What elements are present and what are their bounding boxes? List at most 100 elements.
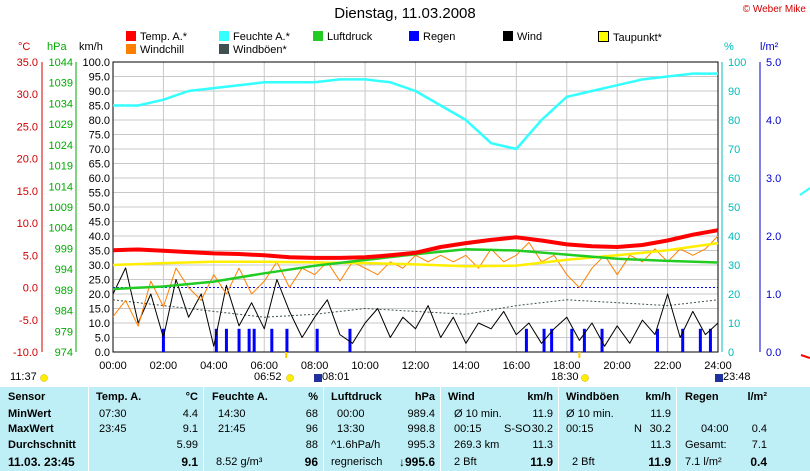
- legend-swatch: [126, 31, 136, 41]
- legend-gusts: Windböen*: [219, 44, 287, 57]
- sun-icon: [581, 374, 589, 382]
- wind-current-value: 11.9: [530, 455, 553, 469]
- hpa-tick-label: 1024: [49, 140, 73, 152]
- time-tick-label: 14:00: [452, 360, 480, 372]
- edge-cyan-mark: [799, 187, 810, 196]
- gust-beaufort: 2 Bft: [572, 456, 595, 468]
- rain-bar: [252, 328, 256, 352]
- pct-tick-label: 100: [728, 57, 746, 69]
- gust-current-value: 11.9: [648, 455, 671, 469]
- hpa-tick-label: 974: [55, 347, 73, 359]
- hum-avg-value: 88: [305, 439, 318, 451]
- pct-tick-label: 0: [728, 347, 734, 359]
- rain-bar: [600, 328, 604, 352]
- press-trend: ^1.6hPa/h: [331, 439, 381, 451]
- temp-min-time: 07:30: [99, 408, 127, 420]
- moon-icon: [715, 374, 723, 382]
- moon-icon: [314, 374, 322, 382]
- header-humidity: Feuchte A.: [212, 391, 268, 403]
- pct-tick-label: 70: [728, 144, 740, 156]
- row-label-min: MinWert: [8, 408, 52, 420]
- rain-bar: [237, 328, 241, 352]
- pct-tick-label: 20: [728, 289, 740, 301]
- kmh-tick-label: 55.0: [89, 188, 110, 200]
- unit-temp-col: °C: [185, 391, 198, 403]
- wind-distance: 269.3 km: [454, 439, 500, 451]
- temp-tick-label: 10.0: [17, 218, 38, 230]
- rain-bar: [214, 328, 218, 352]
- hum-max-time: 21:45: [218, 423, 246, 435]
- kmh-tick-label: 75.0: [89, 130, 110, 142]
- hum-min-time: 14:30: [218, 408, 246, 420]
- temp-tick-label: 25.0: [17, 121, 38, 133]
- gust-max-time: 00:15: [566, 423, 594, 435]
- stats-table: Sensor MinWert MaxWert Durchschnitt 11.0…: [0, 387, 810, 471]
- hpa-tick-label: 1004: [49, 223, 73, 235]
- sunrise-label: 06:52: [254, 371, 282, 383]
- press-min-value: 989.4: [407, 408, 435, 420]
- kmh-tick-label: 100.0: [82, 57, 110, 69]
- press-current-value: ↓995.6: [398, 455, 435, 469]
- rain-bar: [524, 328, 528, 352]
- rain-bar: [698, 328, 702, 352]
- temp-tick-label: 20.0: [17, 154, 38, 166]
- time-tick-label: 06:00: [250, 360, 278, 372]
- time-tick-label: 24:00: [704, 360, 732, 372]
- rain-current-value: 0.4: [750, 455, 767, 469]
- col-gusts: Windböen km/h Ø 10 min. 11.9 00:15 N 30.…: [558, 387, 677, 471]
- series-temp: [112, 228, 719, 260]
- temp-tick-label: 0.0: [23, 283, 38, 295]
- rain-tick-label: 2.0: [766, 231, 781, 243]
- kmh-tick-label: 25.0: [89, 275, 110, 287]
- rain-total-label: Gesamt:: [685, 439, 727, 451]
- pct-tick-label: 30: [728, 260, 740, 272]
- kmh-tick-label: 35.0: [89, 246, 110, 258]
- temp-tick-label: 30.0: [17, 89, 38, 101]
- temp-tick-label: 15.0: [17, 186, 38, 198]
- rain-max-time: 04:00: [701, 423, 729, 435]
- copyright-label: © Weber Mike: [742, 4, 806, 15]
- rain-tick-label: 5.0: [766, 57, 781, 69]
- time-tick-label: 04:00: [200, 360, 228, 372]
- hpa-tick-label: 1044: [49, 57, 73, 69]
- pct-tick-label: 90: [728, 86, 740, 98]
- kmh-tick-label: 20.0: [89, 289, 110, 301]
- rain-bar: [550, 328, 554, 352]
- col-rain: Regen l/m² 04:00 0.4 Gesamt: 7.1 7.1 l/m…: [676, 387, 810, 471]
- wind-beaufort: 2 Bft: [454, 456, 477, 468]
- hpa-tick-label: 999: [55, 243, 73, 255]
- hum-current-value: 96: [304, 455, 318, 469]
- gust-avg-value: 11.9: [650, 408, 671, 420]
- kmh-tick-label: 0.0: [95, 347, 110, 359]
- col-sensor: Sensor MinWert MaxWert Durchschnitt 11.0…: [0, 387, 88, 471]
- kmh-tick-label: 30.0: [89, 260, 110, 272]
- series-gusts: [112, 299, 719, 318]
- rain-bar: [247, 328, 251, 352]
- legend-temp: Temp. A.*: [126, 31, 187, 44]
- press-forecast: regnerisch: [331, 456, 383, 468]
- temp-min-value: 4.4: [182, 408, 198, 420]
- pct-tick-label: 40: [728, 231, 740, 243]
- press-min-time: 00:00: [337, 408, 365, 420]
- legend-windchill: Windchill: [126, 44, 184, 57]
- time-tick-label: 22:00: [654, 360, 682, 372]
- rain-bar: [161, 328, 165, 352]
- kmh-tick-label: 60.0: [89, 173, 110, 185]
- temp-tick-label: 35.0: [17, 57, 38, 69]
- rain-bar: [224, 328, 228, 352]
- rain-bar: [708, 328, 712, 352]
- rain-tick-label: 3.0: [766, 173, 781, 185]
- kmh-tick-label: 40.0: [89, 231, 110, 243]
- gust-avg-label: Ø 10 min.: [566, 408, 614, 420]
- series-wind: [112, 267, 719, 347]
- hum-abs-value: 8.52 g/m³: [216, 456, 263, 468]
- gust-max-direction: N: [634, 423, 642, 435]
- rain-bar: [570, 328, 574, 352]
- temp-tick-label: -5.0: [19, 315, 38, 327]
- time-tick-label: 08:00: [301, 360, 329, 372]
- time-tick-label: 02:00: [150, 360, 178, 372]
- rain-tick-label: 0.0: [766, 347, 781, 359]
- unit-pressure-col: hPa: [414, 391, 435, 403]
- rain-tick-label: 1.0: [766, 289, 781, 301]
- col-humidity: Feuchte A. % 14:30 68 21:45 96 88 8.52 g…: [203, 387, 324, 471]
